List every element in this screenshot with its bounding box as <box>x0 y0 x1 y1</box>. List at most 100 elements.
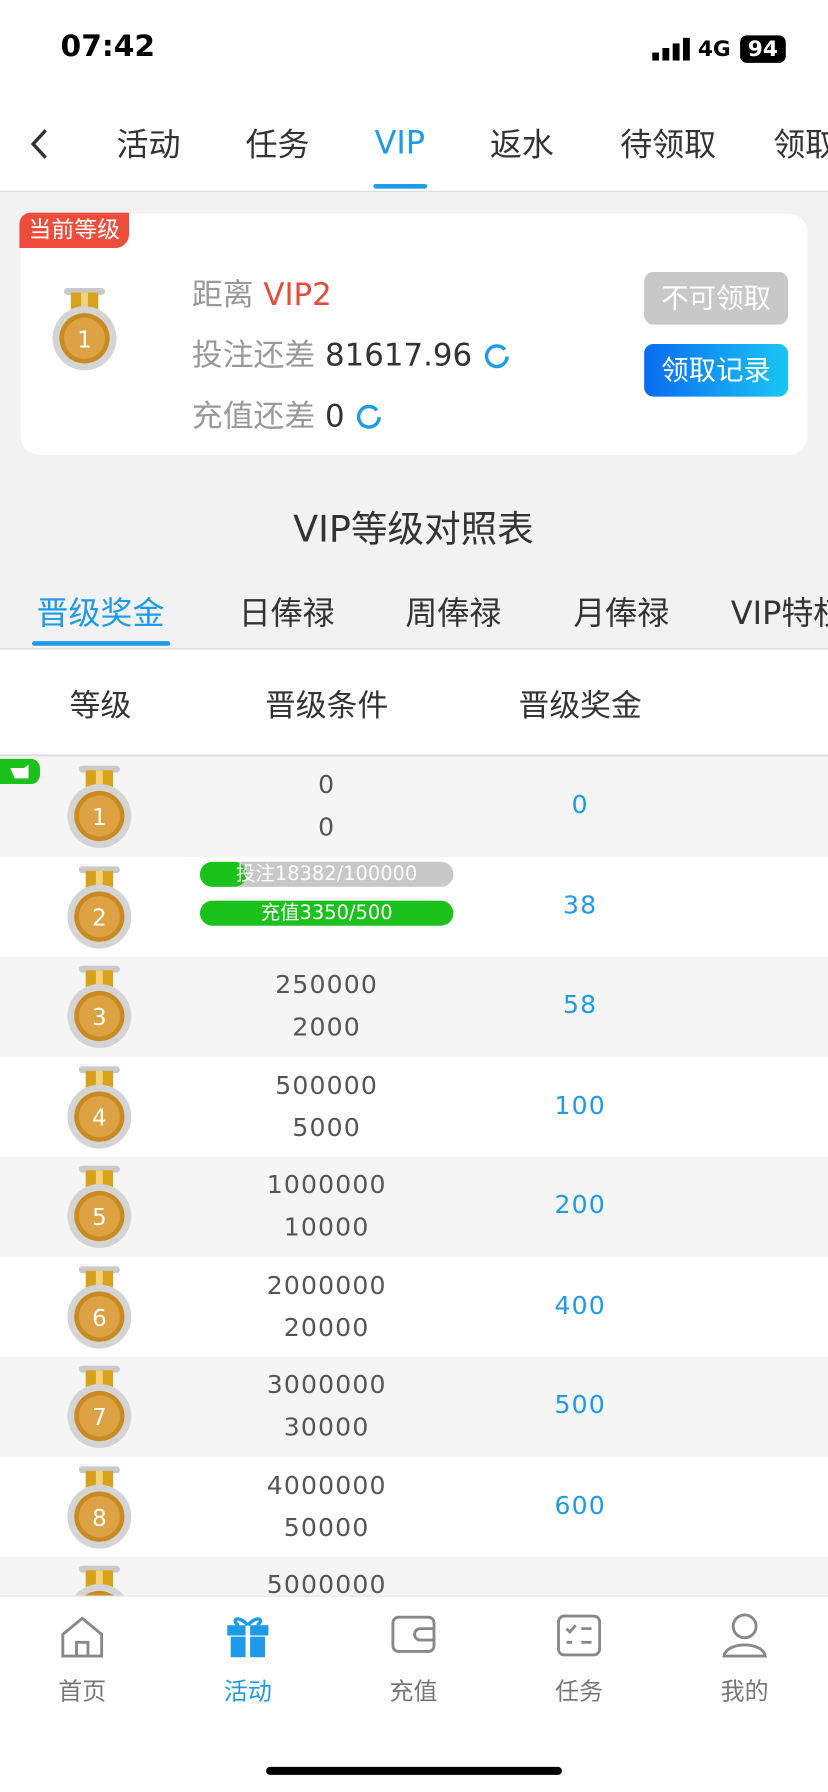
target-level: VIP2 <box>263 277 332 314</box>
recharge-value: 0 <box>325 398 345 435</box>
nav-label[interactable]: 活动 <box>223 1677 272 1706</box>
wallet-icon[interactable] <box>391 1614 437 1655</box>
bonus-value: 200 <box>554 1191 606 1221</box>
conditions: 500000 5000 <box>275 1065 378 1150</box>
conditions: 5000000 <box>266 1565 387 1596</box>
level-medal: 2 <box>65 863 134 954</box>
progress-bar: 充值3350/500 <box>199 900 454 926</box>
condition-value: 500000 <box>275 1071 379 1101</box>
progress-fill <box>199 900 454 926</box>
level-medal: 8 <box>65 1463 134 1554</box>
table-row[interactable]: 9 5000000 <box>0 1556 828 1596</box>
condition-value: 3000000 <box>266 1371 387 1401</box>
level-medal: 1 <box>65 763 134 854</box>
current-level-badge: 当前等级 <box>19 212 130 249</box>
status-time: 07:42 <box>60 29 156 65</box>
level-medal: 7 <box>65 1363 134 1454</box>
column-header: 等级 <box>69 688 132 725</box>
bonus-value: 400 <box>554 1291 606 1321</box>
recharge-row: 充值还差 0 <box>192 391 384 436</box>
tab[interactable]: 任务 <box>245 125 310 164</box>
tab[interactable]: VIP <box>374 124 426 162</box>
table-row[interactable]: 3 250000 2000 58 <box>0 956 828 1057</box>
distance-label: 距离 <box>191 277 254 314</box>
medal-icon: 3 <box>67 965 132 1049</box>
subtab-indicator <box>31 641 171 646</box>
table-row[interactable]: 7 3000000 30000 500 <box>0 1356 828 1457</box>
medal-icon: 7 <box>67 1365 132 1449</box>
task-icon[interactable] <box>556 1614 602 1657</box>
tab-indicator <box>373 184 428 189</box>
back-button[interactable] <box>27 127 52 161</box>
bonus-value: 500 <box>554 1391 606 1421</box>
bonus-value: 58 <box>563 991 598 1021</box>
subtab[interactable]: 周俸禄 <box>405 594 502 633</box>
nav-label[interactable]: 首页 <box>58 1677 107 1706</box>
condition-value: 2000000 <box>266 1271 387 1301</box>
nav-label[interactable]: 充值 <box>389 1677 438 1706</box>
level-medal: 4 <box>65 1063 134 1154</box>
nav-label[interactable]: 我的 <box>720 1677 769 1706</box>
bonus-value: 100 <box>554 1091 606 1121</box>
signal-icon <box>652 37 690 61</box>
tab[interactable]: 返水 <box>489 125 554 164</box>
tab[interactable]: 领取 <box>773 125 828 164</box>
condition-value: 5000 <box>292 1113 361 1143</box>
medal-number: 4 <box>92 1105 107 1131</box>
divider <box>0 754 828 757</box>
medal-number: 2 <box>92 905 107 931</box>
medal-number: 3 <box>92 1005 107 1031</box>
home-icon[interactable] <box>59 1614 105 1660</box>
subtab[interactable]: VIP特权 <box>730 594 828 633</box>
table-row[interactable]: 6 2000000 20000 400 <box>0 1256 828 1357</box>
level-medal: 3 <box>65 963 134 1054</box>
level-medal: 9 <box>65 1563 134 1596</box>
medal-icon: 1 <box>52 288 117 371</box>
medal-icon: 8 <box>67 1465 132 1549</box>
column-header: 晋级奖金 <box>518 688 642 725</box>
bet-row: 投注还差 81617.96 <box>192 330 512 375</box>
table-row[interactable]: 2 投注18382/100000 充值3350/500 38 <box>0 856 828 957</box>
claim-button[interactable]: 不可领取 <box>644 272 789 325</box>
subtab[interactable]: 日俸禄 <box>238 594 335 633</box>
medal-number: 8 <box>92 1505 107 1531</box>
progress-fill <box>199 861 247 887</box>
condition-value: 4000000 <box>266 1471 387 1501</box>
record-button[interactable]: 领取记录 <box>644 344 789 397</box>
table-row[interactable]: 4 500000 5000 100 <box>0 1056 828 1157</box>
condition-value: 5000000 <box>266 1571 387 1596</box>
nav-label[interactable]: 任务 <box>555 1677 604 1706</box>
refresh-icon[interactable] <box>482 341 512 371</box>
conditions: 1000000 10000 <box>267 1165 387 1250</box>
tab[interactable]: 活动 <box>116 125 181 164</box>
gift-icon[interactable] <box>224 1611 272 1659</box>
conditions: 4000000 50000 <box>267 1465 387 1550</box>
distance-row: 距离 VIP2 <box>192 270 332 315</box>
profile-icon[interactable] <box>722 1611 768 1659</box>
medal-icon: 9 <box>74 1565 124 1596</box>
subtab[interactable]: 晋级奖金 <box>36 594 165 633</box>
refresh-icon[interactable] <box>354 401 384 431</box>
tab[interactable]: 待领取 <box>620 125 717 164</box>
table-row[interactable]: 8 4000000 50000 600 <box>0 1456 828 1557</box>
condition-value: 30000 <box>283 1413 370 1443</box>
bonus-value: 0 <box>571 791 589 821</box>
condition-value: 0 <box>318 813 336 843</box>
subtab[interactable]: 月俸禄 <box>573 594 670 633</box>
card-medal: 1 <box>50 286 119 377</box>
condition-value: 50000 <box>283 1513 370 1543</box>
level-medal: 6 <box>65 1263 134 1354</box>
bet-value: 81617.96 <box>325 338 473 374</box>
recharge-label: 充值还差 <box>191 398 316 435</box>
battery: 94 <box>740 35 786 63</box>
network-label: 4G <box>697 36 731 62</box>
medal-number: 7 <box>92 1405 107 1431</box>
condition-value: 1000000 <box>266 1171 387 1201</box>
home-indicator <box>266 1766 562 1775</box>
condition-value: 20000 <box>283 1313 370 1343</box>
progress-bar: 投注18382/100000 <box>199 861 454 887</box>
table-row[interactable]: 5 1000000 10000 200 <box>0 1156 828 1257</box>
